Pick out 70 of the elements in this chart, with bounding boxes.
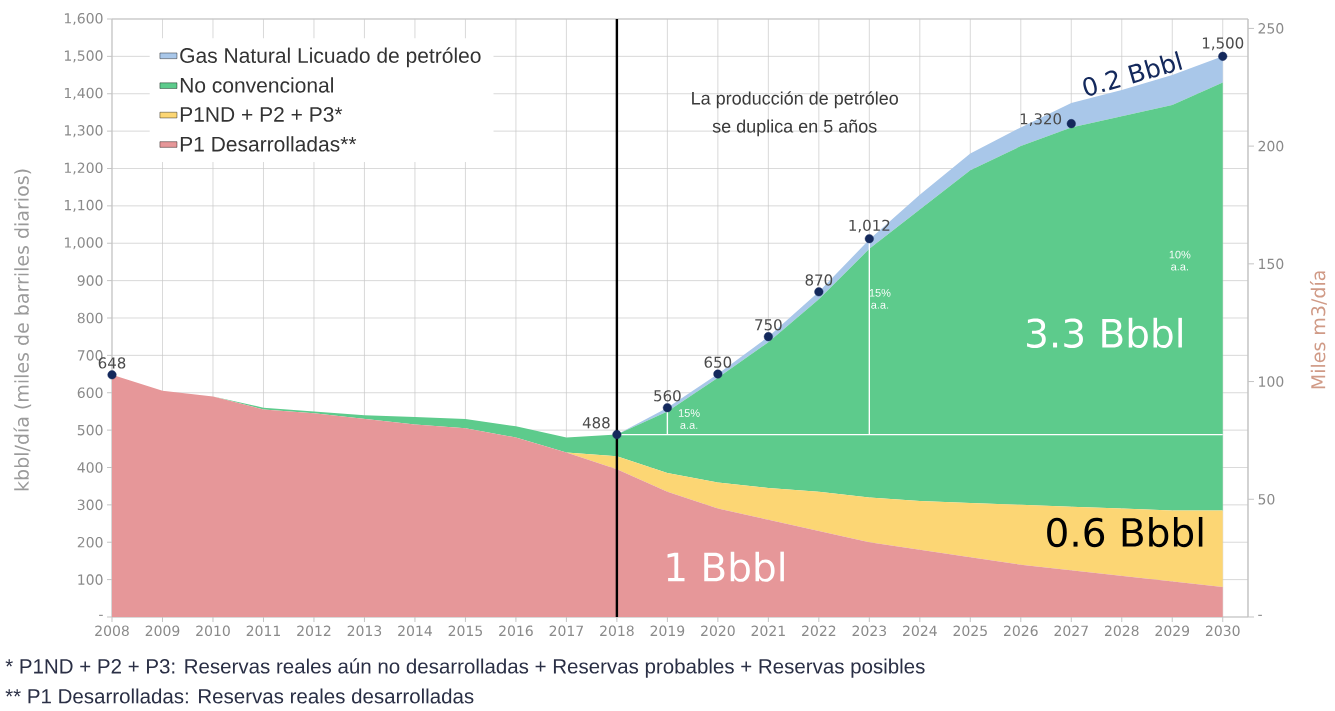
- x-tick-label: 2012: [297, 625, 331, 637]
- annotation: 1 Bbbl: [667, 551, 784, 582]
- y-tick-label: 800: [77, 312, 103, 324]
- x-tick-label: 2030: [1205, 625, 1240, 637]
- x-tick-label: 2025: [953, 625, 987, 637]
- x-tick-label: 2017: [549, 625, 584, 637]
- x-tick-label: 2014: [398, 625, 432, 637]
- x-tick-label: 2024: [903, 625, 937, 637]
- data-label: 1,500: [1202, 37, 1244, 51]
- annotation: 0.6 Bbbl: [1047, 516, 1203, 548]
- y-tick-label: 600: [77, 387, 103, 399]
- y-tick-label: 1,400: [64, 87, 103, 100]
- x-tick-label: 2010: [196, 625, 230, 637]
- y2-tick-label: 250: [1258, 23, 1284, 34]
- legend-label: No convencional: [180, 77, 333, 93]
- legend-label: P1ND + P2 + P3*: [180, 107, 343, 122]
- y-tick-label: -: [99, 614, 103, 616]
- x-tick-label: 2020: [701, 625, 735, 637]
- y2-tick-label: -: [1258, 614, 1262, 616]
- x-tick-label: 2027: [1054, 625, 1088, 637]
- data-label: 1,012: [849, 219, 890, 233]
- y-tick-label: 300: [77, 499, 103, 511]
- x-tick-label: 2023: [852, 625, 887, 637]
- y2-axis-title: Miles m3/día: [1309, 271, 1327, 389]
- y2-tick-label: 200: [1258, 140, 1284, 152]
- data-label: 750: [755, 319, 782, 331]
- data-label: 870: [805, 274, 833, 286]
- x-tick-label: 2009: [145, 625, 180, 637]
- legend-label: P1 Desarrolladas**: [180, 136, 357, 152]
- x-tick-label: 2018: [600, 625, 634, 637]
- y-tick-label: 1,200: [64, 162, 103, 175]
- y-tick-label: 500: [77, 424, 103, 436]
- annotation: La producción de petróleo: [692, 91, 898, 109]
- y-tick-label: 100: [78, 574, 103, 585]
- annotation: se duplica en 5 años: [712, 119, 877, 137]
- data-label: 488: [582, 417, 610, 429]
- x-tick-label: 2015: [448, 625, 483, 637]
- data-label: 650: [704, 356, 732, 368]
- x-tick-label: 2019: [650, 625, 685, 637]
- y-tick-label: 1,600: [64, 12, 103, 25]
- y-axis-title: kbbl/día (miles de barriles diarios): [13, 169, 32, 491]
- annotation: 10% a.a.: [1169, 250, 1191, 271]
- data-label: 560: [654, 390, 681, 402]
- x-tick-label: 2026: [1004, 625, 1038, 637]
- y-tick-label: 200: [77, 536, 103, 548]
- data-label: 1,320: [1020, 113, 1062, 127]
- y-tick-label: 1,500: [64, 50, 103, 63]
- legend-label: Gas Natural Licuado de petróleo: [180, 47, 481, 68]
- x-tick-label: 2011: [246, 625, 280, 637]
- y2-tick-label: 50: [1258, 493, 1275, 505]
- x-tick-label: 2008: [95, 625, 129, 637]
- x-tick-label: 2029: [1155, 625, 1190, 637]
- annotation: 3.3 Bbbl: [1027, 317, 1182, 349]
- y-tick-label: 1,300: [64, 125, 103, 138]
- x-tick-label: 2028: [1104, 625, 1139, 637]
- text: * P1ND + P2 + P3: Reservas reales aún no desarrolladas + Reservas probables + Reservas posibles: [5, 658, 925, 678]
- y-tick-label: 400: [77, 462, 103, 473]
- annotation: 0.2 Bbbl: [1083, 51, 1183, 96]
- x-tick-label: 2016: [499, 625, 533, 637]
- annotation: 15% a.a.: [678, 409, 700, 429]
- text: ** P1 Desarrolladas: Reservas reales desarrolladas: [5, 688, 474, 704]
- annotation: 15% a.a.: [869, 288, 891, 309]
- y2-tick-label: 150: [1259, 258, 1284, 270]
- y-tick-label: 1,100: [64, 199, 103, 212]
- x-tick-label: 2021: [751, 625, 785, 637]
- y2-tick-label: 100: [1259, 376, 1284, 387]
- x-tick-label: 2013: [347, 625, 382, 637]
- y-tick-label: 900: [77, 275, 103, 286]
- y-tick-label: 1,000: [64, 237, 103, 250]
- x-tick-label: 2022: [802, 625, 836, 637]
